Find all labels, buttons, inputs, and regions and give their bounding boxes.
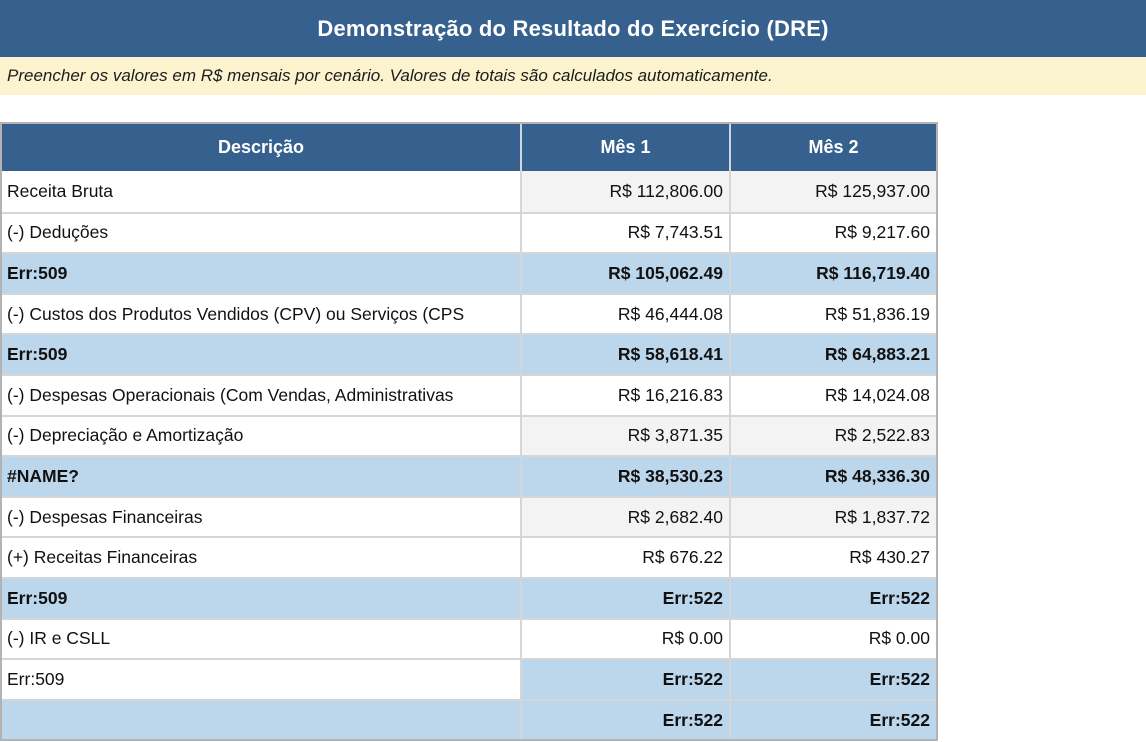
table-body: Receita Bruta R$ 112,806.00 R$ 125,937.00(… bbox=[2, 171, 936, 740]
descricao-cell[interactable]: #NAME? bbox=[2, 457, 520, 496]
mes-2-cell[interactable]: R$ 116,719.40 bbox=[729, 254, 936, 293]
table-row: (-) IR e CSLL R$ 0.00 R$ 0.00 bbox=[2, 617, 936, 659]
column-header-mes-2: Mês 2 bbox=[729, 124, 936, 171]
dre-table: Descrição Mês 1 Mês 2 Receita Bruta R$ 11… bbox=[0, 122, 938, 742]
mes-1-cell[interactable]: Err:522 bbox=[520, 660, 729, 699]
table-row: Receita Bruta R$ 112,806.00 R$ 125,937.00 bbox=[2, 171, 936, 212]
table-row: Err:509 R$ 58,618.41 R$ 64,883.21 bbox=[2, 333, 936, 374]
table-row: Err:509 Err:522 Err:522 bbox=[2, 576, 936, 618]
mes-1-cell[interactable]: R$ 2,682.40 bbox=[520, 497, 729, 537]
table-row: #NAME? R$ 38,530.23 R$ 48,336.30 bbox=[2, 455, 936, 496]
mes-2-cell[interactable]: R$ 0.00 bbox=[729, 619, 936, 659]
mes-2-cell[interactable]: Err:522 bbox=[729, 578, 936, 618]
mes-2-cell[interactable]: R$ 14,024.08 bbox=[729, 375, 936, 415]
mes-2-cell[interactable]: R$ 64,883.21 bbox=[729, 335, 936, 374]
mes-2-cell[interactable]: R$ 125,937.00 bbox=[729, 171, 936, 212]
mes-1-cell[interactable]: R$ 3,871.35 bbox=[520, 416, 729, 456]
descricao-cell[interactable]: (-) IR e CSLL bbox=[2, 619, 520, 659]
mes-1-cell[interactable]: R$ 46,444.08 bbox=[520, 294, 729, 334]
descricao-cell[interactable]: Err:509 bbox=[2, 335, 520, 374]
descricao-cell[interactable]: (-) Despesas Financeiras bbox=[2, 497, 520, 537]
descricao-cell[interactable]: (-) Despesas Operacionais (Com Vendas, A… bbox=[2, 375, 520, 415]
mes-1-cell[interactable]: R$ 38,530.23 bbox=[520, 457, 729, 496]
mes-1-cell[interactable]: R$ 7,743.51 bbox=[520, 213, 729, 253]
descricao-cell[interactable]: Err:509 bbox=[2, 254, 520, 293]
descricao-cell[interactable]: (+) Receitas Financeiras bbox=[2, 538, 520, 577]
mes-1-cell[interactable]: R$ 105,062.49 bbox=[520, 254, 729, 293]
mes-2-cell[interactable]: R$ 9,217.60 bbox=[729, 213, 936, 253]
mes-1-cell[interactable]: R$ 676.22 bbox=[520, 538, 729, 577]
instructions-bar: Preencher os valores em R$ mensais por c… bbox=[0, 57, 1146, 95]
mes-2-cell[interactable]: Err:522 bbox=[729, 700, 936, 740]
column-header-descricao: Descrição bbox=[217, 137, 305, 157]
mes-1-cell[interactable]: Err:522 bbox=[520, 578, 729, 618]
table-row: (+) Receitas Financeiras R$ 676.22 R$ 430.… bbox=[2, 536, 936, 577]
instructions-text: Preencher os valores em R$ mensais por c… bbox=[7, 66, 773, 85]
mes-2-cell[interactable]: Err:522 bbox=[729, 660, 936, 699]
descricao-cell[interactable]: Receita Bruta bbox=[2, 171, 520, 212]
table-row: Err:509 R$ 105,062.49 R$ 116,719.40 bbox=[2, 252, 936, 293]
mes-1-cell[interactable]: R$ 58,618.41 bbox=[520, 335, 729, 374]
mes-1-cell[interactable]: Err:522 bbox=[520, 700, 729, 740]
table-row: (-) Deduções R$ 7,743.51 R$ 9,217.60 bbox=[2, 211, 936, 253]
mes-2-cell[interactable]: R$ 430.27 bbox=[729, 538, 936, 577]
table-row: (-) Depreciação e Amortização R$ 3,871.35… bbox=[2, 414, 936, 456]
descricao-cell[interactable]: (-) Custos dos Produtos Vendidos (CPV) o… bbox=[2, 294, 520, 334]
table-row: Err:509 Err:522 Err:522 bbox=[2, 658, 936, 699]
descricao-cell[interactable] bbox=[2, 700, 520, 740]
mes-2-cell[interactable]: R$ 1,837.72 bbox=[729, 497, 936, 537]
descricao-cell[interactable]: (-) Deduções bbox=[2, 213, 520, 253]
mes-2-cell[interactable]: R$ 48,336.30 bbox=[729, 457, 936, 496]
table-row: Err:522 Err:522 bbox=[2, 698, 936, 740]
table-row: (-) Custos dos Produtos Vendidos (CPV) o… bbox=[2, 292, 936, 334]
table-row: (-) Despesas Operacionais (Com Vendas, A… bbox=[2, 373, 936, 415]
table-row: (-) Despesas Financeiras R$ 2,682.40 R$ 1,… bbox=[2, 495, 936, 537]
mes-1-cell[interactable]: R$ 112,806.00 bbox=[520, 171, 729, 212]
descricao-cell[interactable]: Err:509 bbox=[2, 578, 520, 618]
mes-1-cell[interactable]: R$ 0.00 bbox=[520, 619, 729, 659]
mes-2-cell[interactable]: R$ 51,836.19 bbox=[729, 294, 936, 334]
page-title: Demonstração do Resultado do Exercício (… bbox=[317, 15, 829, 41]
mes-1-cell[interactable]: R$ 16,216.83 bbox=[520, 375, 729, 415]
mes-2-cell[interactable]: R$ 2,522.83 bbox=[729, 416, 936, 456]
title-bar: Demonstração do Resultado do Exercício (… bbox=[0, 0, 1146, 57]
spacer bbox=[0, 95, 1146, 122]
descricao-cell[interactable]: (-) Depreciação e Amortização bbox=[2, 416, 520, 456]
column-header-mes-1: Mês 1 bbox=[520, 124, 729, 171]
table-header-row: Descrição Mês 1 Mês 2 bbox=[2, 124, 936, 171]
descricao-cell[interactable]: Err:509 bbox=[2, 660, 520, 699]
